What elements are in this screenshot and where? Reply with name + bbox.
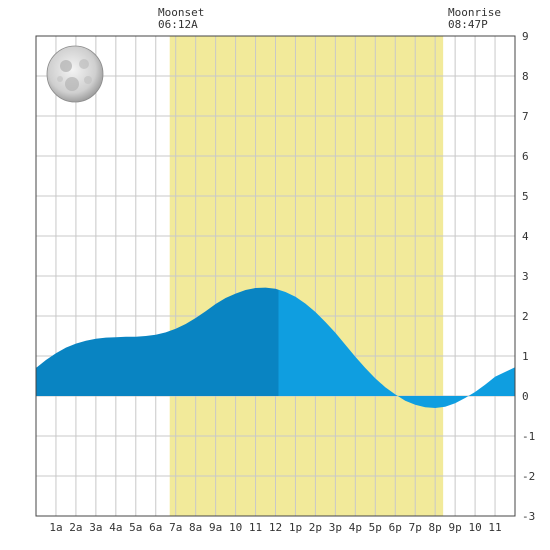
x-tick-label: 12: [269, 521, 282, 534]
x-tick-label: 5a: [129, 521, 142, 534]
y-tick-label: 2: [522, 310, 529, 323]
x-tick-label: 9a: [209, 521, 222, 534]
y-tick-label: -3: [522, 510, 535, 523]
x-tick-label: 10: [468, 521, 481, 534]
plot-frame: [35, 35, 516, 517]
y-tick-label: 9: [522, 30, 529, 43]
moonrise-time: 08:47P: [448, 18, 488, 31]
moonset-time: 06:12A: [158, 18, 198, 31]
tide-area-past: [36, 287, 279, 396]
x-tick-label: 10: [229, 521, 242, 534]
y-tick-label: 0: [522, 390, 529, 403]
x-tick-label: 2a: [69, 521, 82, 534]
x-tick-label: 7p: [409, 521, 422, 534]
y-tick-label: 7: [522, 110, 529, 123]
moonrise-label: Moonrise: [448, 6, 501, 19]
y-tick-label: 6: [522, 150, 529, 163]
y-tick-label: -2: [522, 470, 535, 483]
y-tick-label: 5: [522, 190, 529, 203]
x-tick-label: 1a: [49, 521, 62, 534]
x-tick-label: 4p: [349, 521, 362, 534]
x-axis-tick-labels: 1a 2a 3a 4a 5a 6a 7a 8a 9a 10 11 12 1p 2p 3p 4p 5p 6p 7p 8p…: [49, 521, 501, 534]
y-tick-label: 4: [522, 230, 529, 243]
y-tick-label: 1: [522, 350, 529, 363]
x-tick-label: 3a: [89, 521, 102, 534]
y-tick-label: 3: [522, 270, 529, 283]
x-tick-label: 4a: [109, 521, 122, 534]
x-tick-label: 11: [488, 521, 501, 534]
x-tick-label: 9p: [449, 521, 462, 534]
tide-area-future: [278, 289, 515, 408]
x-tick-label: 8a: [189, 521, 202, 534]
y-tick-label: 8: [522, 70, 529, 83]
y-tick-label: -1: [522, 430, 535, 443]
x-tick-label: 2p: [309, 521, 322, 534]
x-tick-label: 3p: [329, 521, 342, 534]
moonset-label: Moonset: [158, 6, 204, 19]
x-tick-label: 11: [249, 521, 262, 534]
x-tick-label: 1p: [289, 521, 302, 534]
x-tick-label: 6p: [389, 521, 402, 534]
full-moon-icon: [46, 45, 104, 103]
x-tick-label: 8p: [429, 521, 442, 534]
x-tick-label: 7a: [169, 521, 182, 534]
x-tick-label: 6a: [149, 521, 162, 534]
y-axis-tick-labels: -3 -2 -1 0 1 2 3 4 5 6 7 8 9: [522, 30, 535, 523]
x-tick-label: 5p: [369, 521, 382, 534]
